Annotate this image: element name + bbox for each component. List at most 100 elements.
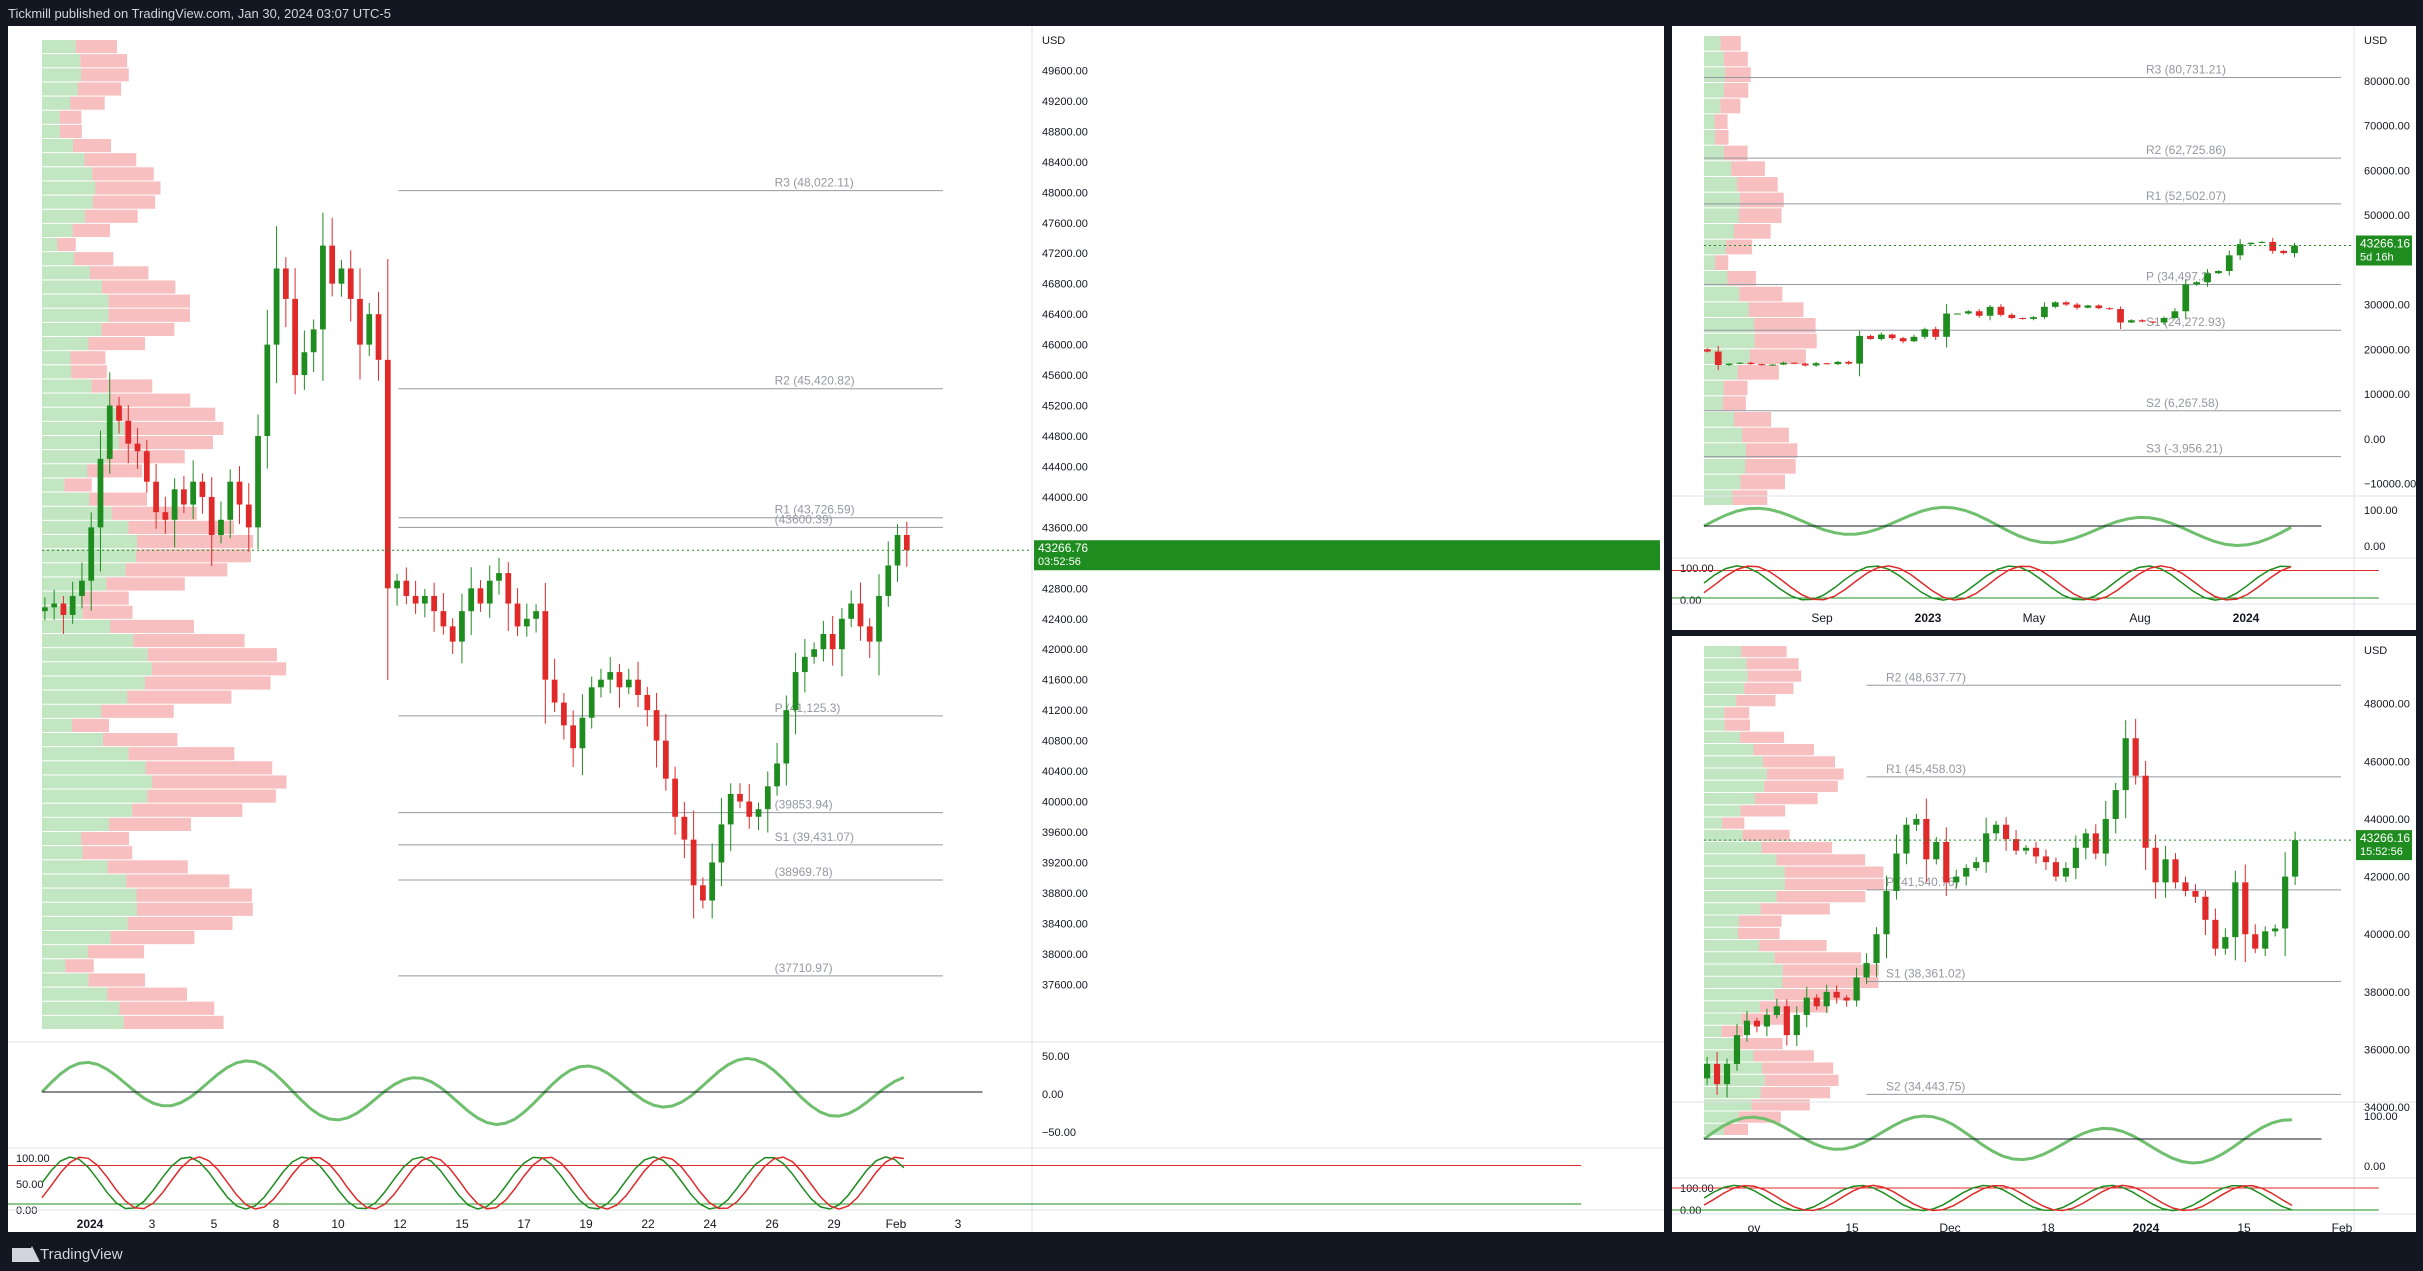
profile-bar-red xyxy=(128,520,234,534)
profile-bar-red xyxy=(1714,255,1729,270)
profile-bar-green xyxy=(42,563,126,577)
profile-bar-red xyxy=(81,591,129,605)
y-tick-label: 0.00 xyxy=(2364,434,2385,446)
daily-chart-panel[interactable]: USD 48000.00 46000.00 44000.00 42000.00 40000… xyxy=(1672,636,2416,1232)
oscillator-tick: 0.00 xyxy=(2364,1161,2385,1173)
y-tick-label: 37600.00 xyxy=(1042,979,1088,991)
y-tick-label: 36000.00 xyxy=(2364,1045,2410,1057)
candle-body xyxy=(2102,818,2109,854)
candle-body xyxy=(1921,329,1929,337)
last-price-tag xyxy=(2356,830,2412,861)
profile-bar-red xyxy=(1740,805,1786,817)
profile-bar-green xyxy=(42,223,73,237)
profile-bar-red xyxy=(59,124,82,138)
pivot-label: S2 (6,267.58) xyxy=(2146,396,2219,410)
profile-bar-green xyxy=(42,153,85,167)
profile-bar-green xyxy=(1704,878,1785,890)
candle-body xyxy=(2022,847,2030,851)
candle-body xyxy=(598,679,604,688)
candle-body xyxy=(2008,314,2016,318)
main-chart-svg[interactable]: USD 49600.00 49200.00 48800.00 48400.00 48000… xyxy=(8,26,1664,1232)
candle-body xyxy=(625,679,632,688)
profile-bar-green xyxy=(42,252,75,266)
oscillator-line xyxy=(1703,505,2292,548)
profile-bar-green xyxy=(42,139,74,153)
profile-bar-green xyxy=(1704,964,1783,976)
profile-bar-green xyxy=(1704,805,1741,817)
x-axis-label: Feb xyxy=(886,1217,907,1231)
profile-bar-red xyxy=(57,238,76,252)
profile-bar-red xyxy=(70,96,105,110)
profile-bar-red xyxy=(1739,1038,1783,1050)
candle-body xyxy=(2062,867,2069,877)
candle-body xyxy=(709,862,716,901)
stochastic-ticks: 100.00 50.00 0.00 xyxy=(16,1153,50,1217)
candle-body xyxy=(60,603,67,615)
weekly-chart-svg[interactable]: USD80000.0070000.0060000.0050000.0040000… xyxy=(1672,26,2416,630)
candle-body xyxy=(273,268,280,345)
pivot-label: P (41,125.3) xyxy=(775,701,841,715)
y-tick-label: 41200.00 xyxy=(1042,705,1088,717)
profile-bar-green xyxy=(42,506,112,520)
candle-body xyxy=(2112,790,2119,819)
profile-bar-green xyxy=(1704,208,1739,223)
profile-bar-green xyxy=(1704,302,1749,317)
candle-body xyxy=(764,786,771,810)
profile-bar-red xyxy=(70,351,106,365)
profile-bar-red xyxy=(1747,670,1802,682)
profile-bar-red xyxy=(1741,646,1787,658)
profile-bar-red xyxy=(72,223,111,237)
pivot-levels: R3 (48,022.11) R2 (45,420.82) R1 (43,726.5… xyxy=(398,176,943,977)
x-axis-label: 17 xyxy=(517,1217,531,1231)
candle-body xyxy=(1932,329,1940,337)
profile-bar-green xyxy=(42,789,148,803)
profile-bar-green xyxy=(42,322,102,336)
candle-body xyxy=(1733,1035,1741,1064)
stochastic-k-line xyxy=(41,1156,905,1210)
candle-body xyxy=(1943,313,1950,337)
profile-bar-green xyxy=(42,308,109,322)
profile-bar-green xyxy=(42,761,146,775)
profile-bar-green xyxy=(42,96,71,110)
candle-body xyxy=(523,618,530,627)
profile-bar-red xyxy=(1774,989,1861,1001)
main-chart-panel[interactable]: USD 49600.00 49200.00 48800.00 48400.00 48000… xyxy=(8,26,1664,1232)
profile-bar-red xyxy=(1725,239,1753,255)
candle-body xyxy=(218,519,224,535)
x-axis-label: 15 xyxy=(455,1217,469,1231)
candle-body xyxy=(616,672,623,688)
y-tick-label: 49600.00 xyxy=(1042,65,1088,77)
profile-bar-green xyxy=(1704,866,1785,878)
profile-bar-green xyxy=(42,351,71,365)
profile-bar-red xyxy=(1753,744,1814,756)
profile-bar-red xyxy=(1724,707,1750,719)
daily-chart-svg[interactable]: USD 48000.00 46000.00 44000.00 42000.00 40000… xyxy=(1672,636,2416,1232)
candle-body xyxy=(2084,305,2092,308)
profile-bar-green xyxy=(42,931,111,945)
x-axis-labels: ov 15 Dec 18 2024 15 Feb xyxy=(1748,1221,2353,1232)
profile-bar-green xyxy=(1704,239,1726,255)
candle-body xyxy=(2182,284,2190,312)
profile-bar-red xyxy=(1754,318,1816,333)
profile-bar-green xyxy=(42,294,109,308)
profile-bar-red xyxy=(65,959,94,973)
candle-body xyxy=(2280,250,2287,254)
profile-bar-red xyxy=(1742,427,1789,443)
profile-bar-green xyxy=(1704,927,1739,939)
profile-bar-red xyxy=(107,987,187,1001)
profile-bar-green xyxy=(42,464,88,478)
stochastic-tick: 0.00 xyxy=(1680,1205,1701,1217)
profile-bar-red xyxy=(119,407,216,421)
candle-body xyxy=(1954,313,1961,315)
profile-bar-green xyxy=(42,690,128,704)
profile-bar-red xyxy=(81,832,129,846)
candle-body xyxy=(829,634,836,650)
candle-body xyxy=(1736,362,1744,364)
profile-bar-green xyxy=(1704,1025,1722,1037)
publisher-header: Tickmill published on TradingView.com, J… xyxy=(8,6,391,21)
candle-body xyxy=(255,436,261,528)
profile-bar-red xyxy=(88,337,146,351)
weekly-chart-panel[interactable]: USD80000.0070000.0060000.0050000.0040000… xyxy=(1672,26,2416,630)
candle-body xyxy=(394,580,400,589)
candle-body xyxy=(1793,1014,1800,1036)
